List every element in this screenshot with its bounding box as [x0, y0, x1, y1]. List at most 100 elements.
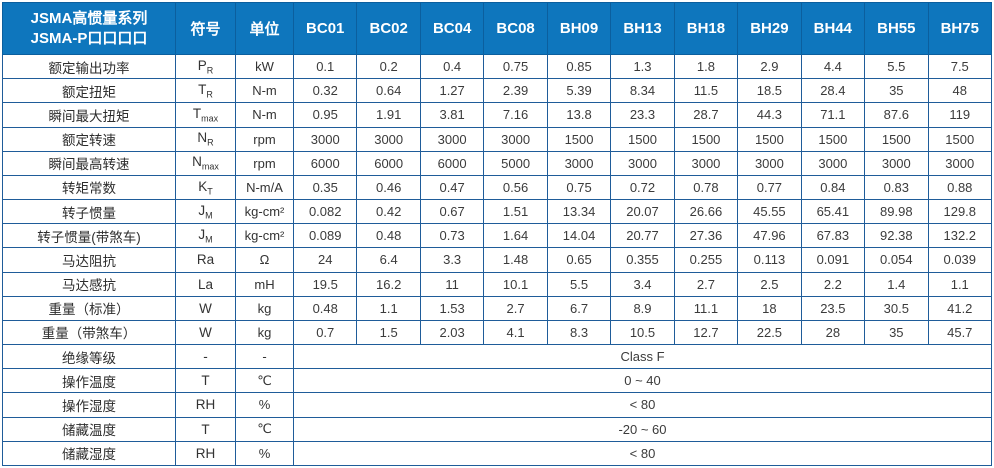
row-symbol: W	[175, 319, 236, 346]
row-unit: rpm	[235, 126, 294, 152]
cell-value: 45.55	[737, 199, 802, 225]
row-unit: kg	[235, 295, 294, 321]
cell-value: 0.78	[673, 174, 739, 201]
row-label: 转子惯量(带煞车)	[2, 223, 176, 249]
cell-value: 0.42	[356, 199, 421, 225]
table-row: 额定输出功率 PR kW 0.1 0.2 0.4 0.75 0.85 1.3 1.8 2.9 4.4 5…	[2, 53, 993, 80]
cell-value: 1500	[610, 126, 675, 152]
cell-value: 1.1	[927, 271, 993, 297]
cell-value: 2.5	[737, 271, 802, 297]
cell-value: 3000	[927, 150, 993, 176]
table-row: 操作温度 T ℃ 0 ~ 40	[2, 368, 992, 394]
cell-value: 3000	[673, 150, 739, 176]
row-symbol: RH	[175, 440, 236, 467]
cell-value: 30.5	[864, 295, 929, 321]
table-row: 储藏湿度 RH% < 80	[2, 440, 992, 467]
cell-value: 1.4	[864, 271, 929, 297]
cell-value: 35	[864, 319, 929, 346]
row-symbol: Tmax	[175, 102, 236, 128]
cell-value: 87.6	[864, 102, 929, 128]
cell-value: 6000	[356, 150, 421, 176]
cell-value: 0.1	[292, 53, 358, 80]
cell-value: 18.5	[737, 78, 802, 104]
row-span-value: < 80	[293, 392, 992, 418]
row-label: 马达阻抗	[2, 247, 176, 273]
row-symbol: TR	[175, 78, 236, 104]
cell-value: 20.77	[610, 223, 675, 249]
cell-value: 0.83	[864, 174, 929, 201]
cell-value: 3000	[483, 126, 548, 152]
cell-value: 1500	[546, 126, 612, 152]
cell-value: 0.67	[419, 199, 485, 225]
cell-value: 0.64	[356, 78, 421, 104]
cell-value: 28.7	[673, 102, 739, 128]
cell-value: 1.53	[419, 295, 485, 321]
table-row: 储藏温度 T ℃ -20 ~ 60	[2, 416, 992, 442]
cell-value: 0.48	[356, 223, 421, 249]
cell-value: 11.1	[673, 295, 739, 321]
cell-value: 0.46	[356, 174, 421, 201]
row-label: 储藏湿度	[2, 440, 176, 467]
cell-value: 1500	[864, 126, 929, 152]
row-span-value: -20 ~ 60	[293, 416, 992, 442]
cell-value: 0.72	[610, 174, 675, 201]
cell-value: 0.48	[292, 295, 358, 321]
cell-value: 3000	[864, 150, 929, 176]
cell-value: 3.4	[610, 271, 675, 297]
cell-value: 5000	[483, 150, 548, 176]
cell-value: 5.5	[546, 271, 612, 297]
cell-value: 0.47	[419, 174, 485, 201]
cell-value: 3000	[356, 126, 421, 152]
col-header-unit: 单位	[235, 2, 294, 55]
cell-value: 44.3	[737, 102, 802, 128]
cell-value: 0.113	[737, 247, 802, 273]
header-row: JSMA高惯量系列 JSMA-P口口口口 符号 单位 BC01 BC02 BC0…	[2, 2, 993, 55]
cell-value: 0.4	[419, 53, 485, 80]
cell-value: 2.7	[483, 295, 548, 321]
col-header-model-bh75: BH75	[927, 2, 993, 55]
table-row: 额定转速 NR rpm 3000 3000 3000 3000 1500 1500 1500 150…	[2, 126, 993, 152]
cell-value: 13.8	[546, 102, 612, 128]
cell-value: 2.9	[737, 53, 802, 80]
row-label: 瞬间最高转速	[2, 150, 176, 176]
series-title-line1: JSMA高惯量系列	[30, 10, 148, 27]
cell-value: 3000	[610, 150, 675, 176]
cell-value: 1.1	[356, 295, 421, 321]
cell-value: 1.48	[483, 247, 548, 273]
col-header-model-bh55: BH55	[864, 2, 929, 55]
cell-value: 41.2	[927, 295, 993, 321]
cell-value: 1500	[927, 126, 993, 152]
cell-value: 26.66	[673, 199, 739, 225]
cell-value: 0.56	[483, 174, 548, 201]
cell-value: 3000	[546, 150, 612, 176]
cell-value: 3000	[292, 126, 358, 152]
cell-value: 23.5	[800, 295, 866, 321]
table-row: 瞬间最大扭矩 Tmax N-m 0.95 1.91 3.81 7.16 13.8 23.3 28.…	[2, 102, 993, 128]
cell-value: 35	[864, 78, 929, 104]
col-header-model-bc02: BC02	[356, 2, 421, 55]
cell-value: 0.65	[546, 247, 612, 273]
cell-value: 67.83	[800, 223, 866, 249]
series-title-line2: JSMA-P口口口口	[30, 29, 148, 47]
cell-value: 16.2	[356, 271, 421, 297]
cell-value: 1.64	[483, 223, 548, 249]
cell-value: 14.04	[546, 223, 612, 249]
cell-value: 2.2	[800, 271, 866, 297]
table-row: 绝缘等级 - - Class F	[2, 344, 992, 370]
cell-value: 8.34	[610, 78, 675, 104]
cell-value: 20.07	[610, 199, 675, 225]
row-unit: N-m/A	[235, 174, 294, 201]
cell-value: 1.27	[419, 78, 485, 104]
row-unit: kg-cm²	[235, 223, 294, 249]
table-row: 转子惯量(带煞车) JM kg-cm² 0.089 0.48 0.73 1.64 14.04 2…	[2, 223, 993, 249]
cell-value: 0.089	[292, 223, 358, 249]
cell-value: 6.7	[546, 295, 612, 321]
row-unit: %	[235, 440, 294, 467]
cell-value: 7.16	[483, 102, 548, 128]
row-unit: ℃	[235, 368, 294, 394]
cell-value: 0.88	[927, 174, 993, 201]
cell-value: 13.34	[546, 199, 612, 225]
row-label: 额定扭矩	[2, 78, 176, 104]
table-row: 转矩常数 KT N-m/A 0.35 0.46 0.47 0.56 0.75 0.72 0.78 0…	[2, 174, 993, 201]
